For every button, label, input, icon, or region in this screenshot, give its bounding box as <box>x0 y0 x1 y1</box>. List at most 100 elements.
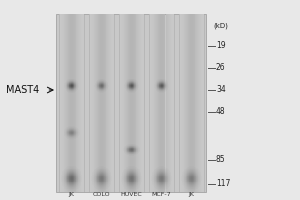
Bar <box>110 184 111 185</box>
Bar <box>162 80 163 81</box>
Bar <box>198 185 199 186</box>
Bar <box>197 183 198 184</box>
Bar <box>164 188 165 189</box>
Bar <box>199 174 200 175</box>
Bar <box>74 176 75 177</box>
Bar <box>160 89 161 90</box>
Bar <box>66 184 67 185</box>
Bar <box>67 181 68 182</box>
Bar <box>99 88 100 89</box>
Bar <box>141 179 142 180</box>
Bar <box>173 14 174 192</box>
Bar <box>79 14 80 192</box>
Bar <box>77 136 78 137</box>
Bar <box>153 14 154 192</box>
Bar <box>102 166 103 167</box>
Bar <box>101 79 102 80</box>
Bar <box>95 176 96 177</box>
Bar <box>131 85 132 86</box>
Bar <box>135 84 136 85</box>
Bar <box>76 132 77 133</box>
Bar <box>72 85 73 86</box>
Bar <box>111 182 112 183</box>
Bar <box>138 177 139 178</box>
Bar <box>70 87 71 88</box>
Bar <box>126 88 127 89</box>
Bar <box>155 14 156 192</box>
Bar <box>191 174 192 175</box>
Bar <box>158 167 159 168</box>
Bar <box>110 183 111 184</box>
Bar <box>137 81 138 82</box>
Bar <box>74 128 75 129</box>
Bar <box>66 88 67 89</box>
Bar <box>128 190 129 191</box>
Bar <box>98 185 99 186</box>
Bar <box>69 166 70 167</box>
Bar <box>99 170 100 171</box>
Bar <box>108 182 109 183</box>
Bar <box>135 151 136 152</box>
Bar <box>111 177 112 178</box>
Bar <box>96 88 97 89</box>
Bar <box>72 182 73 183</box>
Bar <box>195 179 196 180</box>
Bar <box>192 171 193 172</box>
Bar <box>158 88 159 89</box>
Bar <box>108 170 109 171</box>
Bar <box>132 179 133 180</box>
Bar <box>185 171 186 172</box>
Bar <box>123 172 124 173</box>
Bar <box>190 172 191 173</box>
Bar <box>101 178 102 179</box>
Bar <box>135 169 136 170</box>
Bar <box>126 85 127 86</box>
Bar <box>137 145 138 146</box>
Bar <box>157 89 158 90</box>
Bar <box>125 148 126 149</box>
Bar <box>130 187 131 188</box>
Bar <box>63 177 64 178</box>
Bar <box>75 137 76 138</box>
Bar <box>69 176 70 177</box>
Bar <box>163 173 164 174</box>
Bar <box>78 181 79 182</box>
Bar <box>133 181 134 182</box>
Bar <box>162 178 163 179</box>
Bar <box>68 81 69 82</box>
Bar <box>159 173 160 174</box>
Bar <box>166 90 167 91</box>
Bar <box>106 184 107 185</box>
Bar <box>186 174 187 175</box>
Bar <box>156 169 157 170</box>
Bar <box>132 168 133 169</box>
Bar <box>185 170 186 171</box>
Bar <box>107 183 108 184</box>
Bar <box>71 81 72 82</box>
Bar <box>132 172 133 173</box>
Bar <box>111 181 112 182</box>
Bar <box>106 186 107 187</box>
Bar <box>137 82 138 83</box>
Bar <box>77 129 78 130</box>
Bar <box>71 126 72 127</box>
Bar <box>168 182 169 183</box>
Bar <box>161 187 162 188</box>
Bar <box>134 186 135 187</box>
Bar <box>161 177 162 178</box>
Bar <box>160 174 161 175</box>
Bar <box>99 80 100 81</box>
Bar <box>138 188 139 189</box>
Bar <box>182 175 183 176</box>
Bar <box>156 81 157 82</box>
Bar <box>135 187 136 188</box>
Bar <box>184 186 185 187</box>
Bar <box>97 185 98 186</box>
Bar <box>95 174 96 175</box>
Bar <box>138 184 139 185</box>
Bar <box>104 176 105 177</box>
Bar <box>181 14 182 192</box>
Bar <box>102 185 103 186</box>
Bar <box>128 90 129 91</box>
Bar <box>164 169 165 170</box>
